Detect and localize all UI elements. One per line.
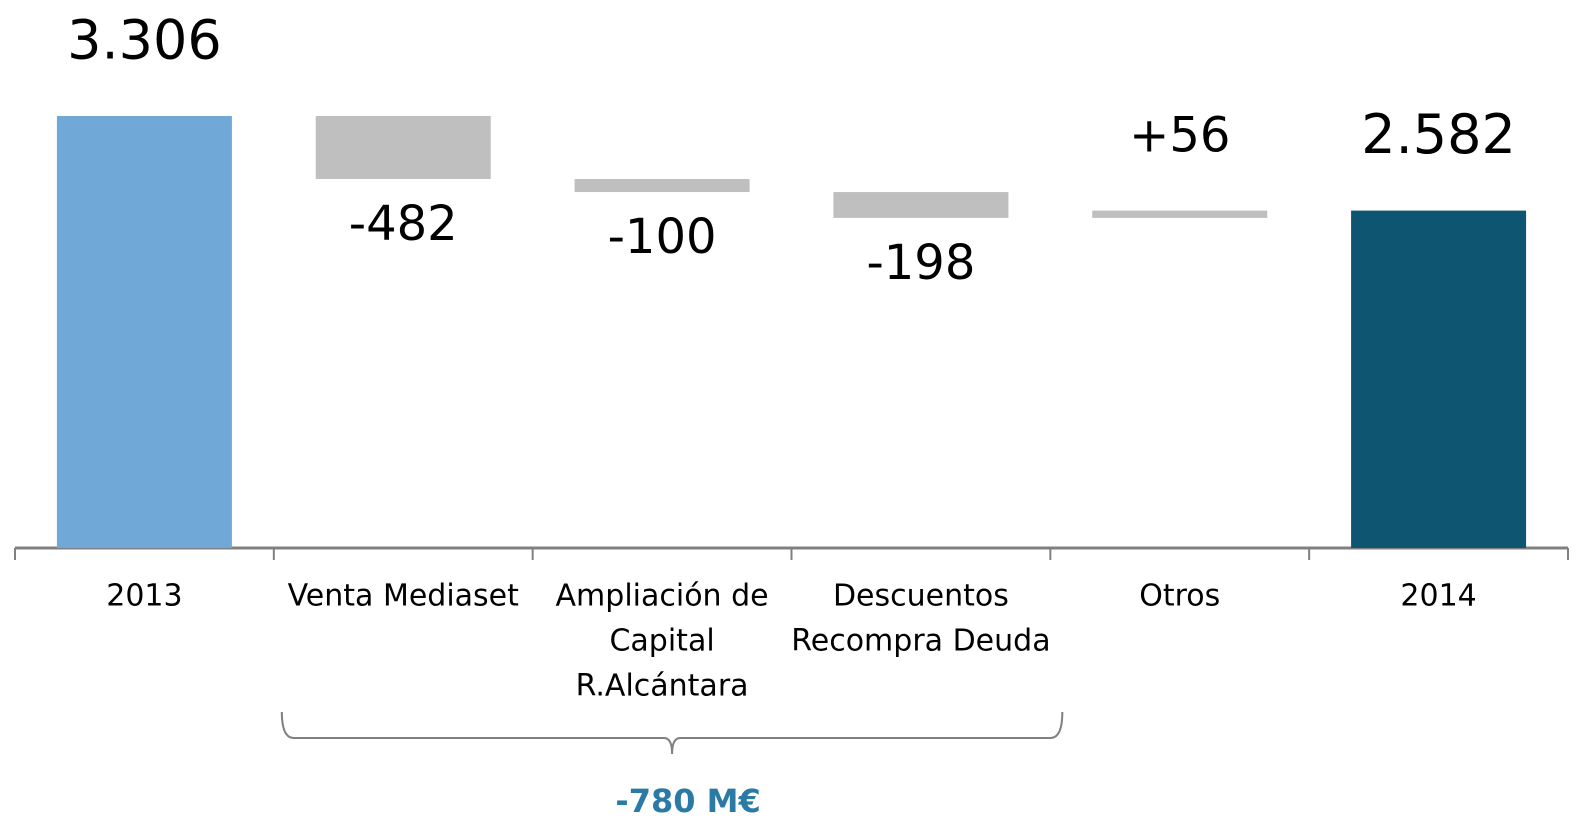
x-tick-label: 2014 — [1400, 579, 1476, 614]
bar — [56, 116, 232, 548]
bar — [574, 178, 750, 193]
bar — [1351, 210, 1527, 548]
x-tick-label: R.Alcántara — [576, 669, 749, 704]
x-tick-label: Otros — [1139, 579, 1220, 614]
bar — [1092, 210, 1268, 218]
brace — [280, 711, 1064, 755]
x-tick-label: 2013 — [106, 579, 182, 614]
value-label: +56 — [1129, 108, 1230, 164]
x-tick-label: Recompra Deuda — [791, 624, 1050, 659]
value-label: -198 — [866, 235, 975, 291]
annotation: -780 M€ — [615, 782, 760, 820]
value-label: -482 — [349, 196, 458, 252]
value-label: 3.306 — [67, 9, 222, 72]
x-tick-label: Descuentos — [833, 579, 1009, 614]
x-tick-label: Capital — [609, 624, 714, 659]
bar — [833, 192, 1009, 218]
x-tick-label: Ampliación de — [556, 579, 769, 614]
x-tick-label: Venta Mediaset — [288, 579, 520, 614]
bar — [315, 116, 491, 179]
value-label: 2.582 — [1361, 103, 1516, 166]
value-label: -100 — [608, 209, 717, 265]
